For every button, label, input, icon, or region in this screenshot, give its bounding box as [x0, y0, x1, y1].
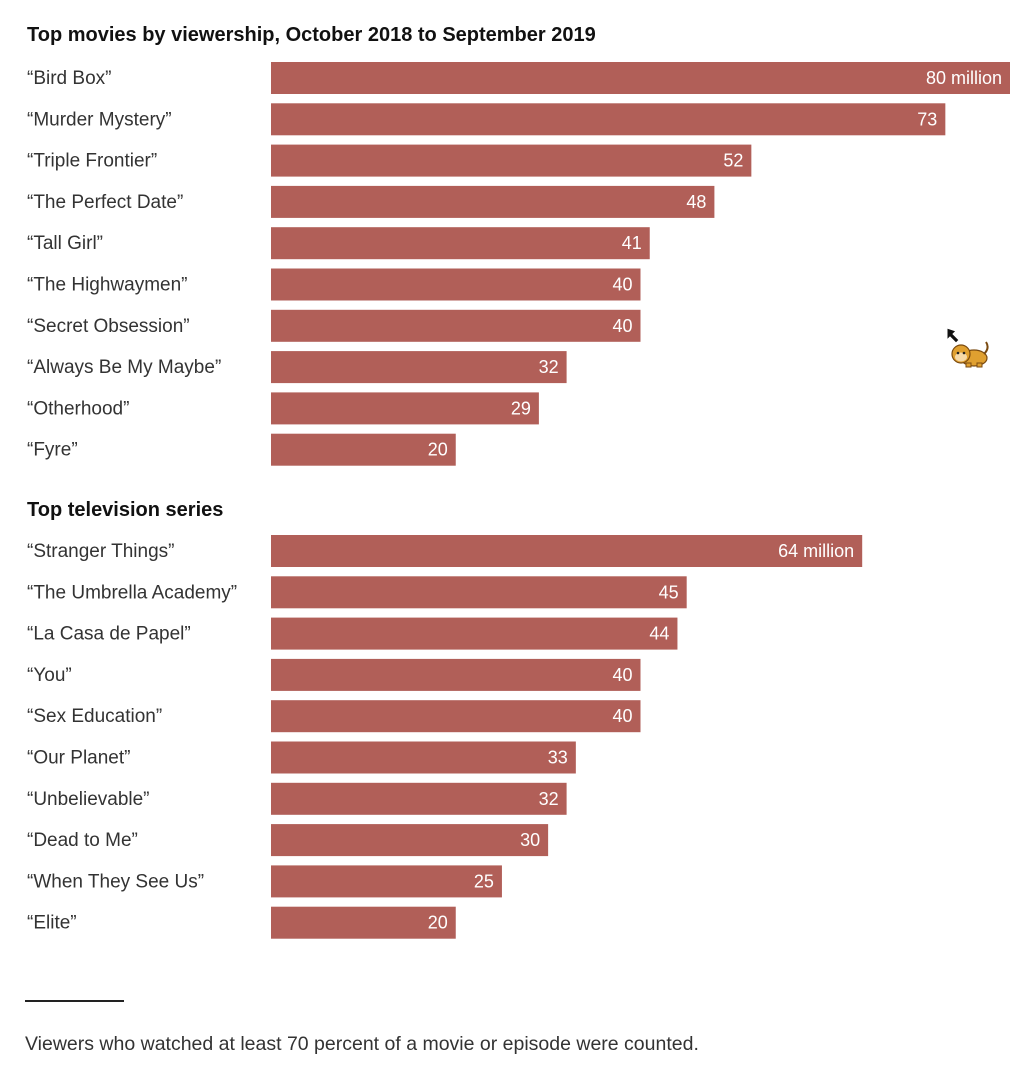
bar-row: “Fyre” 20: [27, 433, 456, 466]
data-label: 32: [539, 789, 559, 809]
data-label: 20: [428, 440, 448, 460]
data-label: 40: [612, 706, 632, 726]
bar: [271, 185, 715, 218]
category-label: “La Casa de Papel”: [27, 624, 191, 645]
bar: [271, 865, 502, 898]
monkey-cursor-icon: [946, 327, 989, 368]
bar: [271, 392, 539, 425]
bar-row: “Triple Frontier” 52: [27, 144, 752, 177]
bar: [271, 658, 641, 691]
chart-title: Top television series: [27, 499, 223, 521]
category-label: “Secret Obsession”: [27, 316, 190, 337]
bar-row: “The Perfect Date” 48: [27, 185, 715, 218]
bar-row: “Sex Education” 40: [27, 700, 641, 733]
data-label: 80 million: [926, 68, 1002, 88]
data-label: 52: [723, 151, 743, 171]
bar: [271, 700, 641, 733]
category-label: “Triple Frontier”: [27, 151, 157, 172]
bar: [271, 62, 1010, 94]
data-label: 44: [649, 624, 669, 644]
bar-row: “When They See Us” 25: [27, 865, 502, 898]
category-label: “The Highwaymen”: [27, 275, 188, 296]
data-label: 29: [511, 398, 531, 418]
data-label: 64 million: [778, 541, 854, 561]
bar: [271, 782, 567, 815]
category-label: “The Perfect Date”: [27, 192, 183, 213]
category-label: “Elite”: [27, 913, 77, 934]
footnote-rule: [25, 1000, 124, 1002]
bar: [271, 433, 456, 466]
bar: [271, 351, 567, 384]
category-label: “Always Be My Maybe”: [27, 357, 221, 378]
bar-row: “You” 40: [27, 658, 641, 691]
bar: [271, 741, 576, 774]
bar-row: “Elite” 20: [27, 906, 456, 939]
data-label: 41: [622, 233, 642, 253]
category-label: “Fyre”: [27, 440, 78, 461]
bar-row: “Bird Box” 80 million: [27, 62, 1010, 94]
chart-title: Top movies by viewership, October 2018 t…: [27, 24, 596, 46]
category-label: “Dead to Me”: [27, 830, 138, 851]
data-label: 48: [686, 192, 706, 212]
category-label: “The Umbrella Academy”: [27, 582, 237, 603]
bar-row: “Unbelievable” 32: [27, 782, 567, 815]
bar-row: “Otherhood” 29: [27, 392, 539, 425]
bar: [271, 309, 641, 342]
bar: [271, 576, 687, 609]
bar-row: “The Highwaymen” 40: [27, 268, 641, 301]
data-label: 25: [474, 871, 494, 891]
bar-row: “La Casa de Papel” 44: [27, 617, 678, 650]
bar: [271, 617, 678, 650]
data-label: 32: [539, 357, 559, 377]
bar-row: “Stranger Things” 64 million: [27, 535, 863, 567]
bar: [271, 535, 863, 567]
bar-row: “Murder Mystery” 73: [27, 103, 946, 136]
data-label: 20: [428, 913, 448, 933]
bar-row: “Always Be My Maybe” 32: [27, 351, 567, 384]
data-label: 40: [612, 275, 632, 295]
category-label: “Bird Box”: [27, 68, 111, 89]
category-label: “You”: [27, 665, 72, 686]
bar: [271, 103, 946, 136]
data-label: 73: [917, 109, 937, 129]
category-label: “Unbelievable”: [27, 789, 150, 810]
bar-row: “The Umbrella Academy” 45: [27, 576, 687, 609]
data-label: 40: [612, 665, 632, 685]
category-label: “Tall Girl”: [27, 233, 103, 254]
data-label: 33: [548, 748, 568, 768]
category-label: “Sex Education”: [27, 706, 162, 727]
bar: [271, 906, 456, 939]
data-label: 30: [520, 830, 540, 850]
data-label: 45: [659, 582, 679, 602]
category-label: “Murder Mystery”: [27, 109, 172, 130]
viewership-charts: Top movies by viewership, October 2018 t…: [27, 24, 1010, 939]
category-label: “Otherhood”: [27, 398, 129, 419]
bar: [271, 824, 549, 857]
bar: [271, 144, 752, 177]
bar-row: “Secret Obsession” 40: [27, 309, 641, 342]
bar-row: “Our Planet” 33: [27, 741, 576, 774]
category-label: “Stranger Things”: [27, 541, 175, 562]
footnote: Viewers who watched at least 70 percent …: [25, 1033, 699, 1055]
category-label: “Our Planet”: [27, 748, 130, 769]
bar: [271, 268, 641, 301]
category-label: “When They See Us”: [27, 871, 204, 892]
bar-row: “Dead to Me” 30: [27, 824, 549, 857]
data-label: 40: [612, 316, 632, 336]
bar-row: “Tall Girl” 41: [27, 227, 650, 260]
bar: [271, 227, 650, 260]
